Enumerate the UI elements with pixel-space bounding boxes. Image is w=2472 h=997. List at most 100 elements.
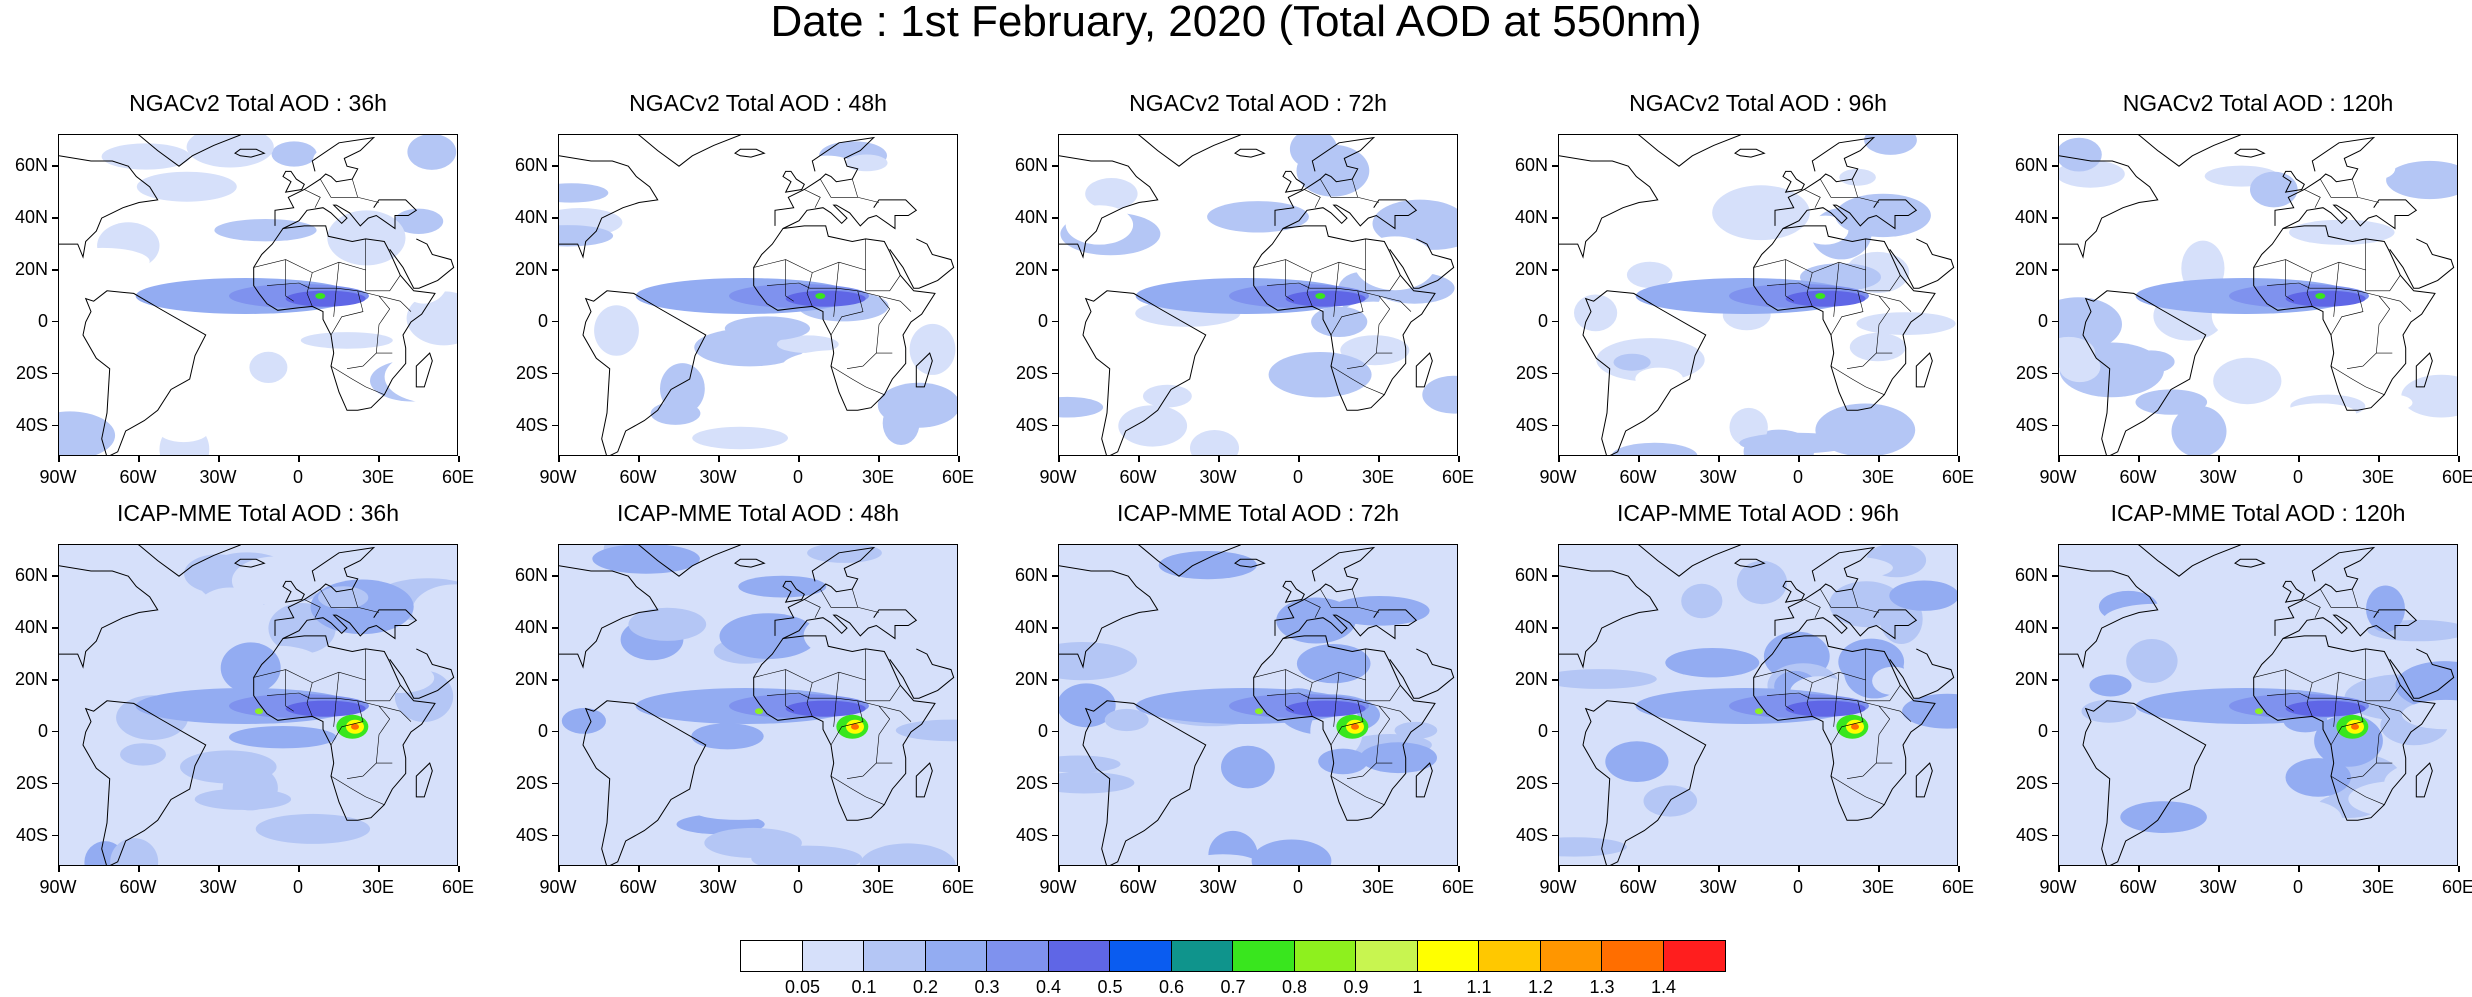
lat-tick: [1052, 269, 1058, 271]
lon-tick: [378, 456, 380, 462]
aod-shading: [2059, 545, 2457, 865]
aod-shading: [1059, 135, 1457, 455]
lon-tick: [298, 456, 300, 462]
coastlines: [2059, 135, 2455, 455]
lon-tick-label: 60E: [941, 877, 975, 897]
lat-tick-label: 40S: [2015, 414, 2048, 435]
aod-map: [558, 134, 958, 456]
lat-tick-label: 40S: [515, 824, 548, 845]
lon-tick: [1218, 456, 1220, 462]
lat-tick: [1552, 424, 1558, 427]
lon-tick: [1958, 456, 1960, 462]
colorbar-swatch: [1479, 941, 1541, 971]
map-panel: ICAP-MME Total AOD : 36h 60N 40N 20N 0 20S 40…: [15, 500, 474, 896]
lon-tick-label: 0: [1792, 467, 1804, 487]
aod-map-svg: [559, 545, 957, 865]
lon-tick: [138, 866, 140, 872]
aod-colorbar: [740, 940, 1726, 972]
panel-title: ICAP-MME Total AOD : 48h: [616, 500, 900, 526]
lat-tick-label: 40S: [1515, 414, 1548, 435]
aod-map-svg: [59, 545, 457, 865]
lat-tick-label: 40S: [1515, 824, 1548, 845]
lon-tick: [1718, 866, 1720, 872]
lon-tick: [798, 866, 800, 872]
lat-tick: [1052, 679, 1058, 681]
lon-tick: [638, 866, 640, 872]
lat-tick: [1552, 372, 1558, 375]
lat-tick-label: 40S: [1015, 824, 1048, 845]
coastlines: [59, 135, 455, 455]
lon-tick-label: 60W: [1619, 877, 1657, 897]
map-panel: ICAP-MME Total AOD : 48h 60N 40N 20N 0 20S 40…: [515, 500, 974, 896]
lat-tick-label: 40S: [2015, 824, 2048, 845]
lat-tick: [1052, 424, 1058, 427]
colorbar-label: 1: [1412, 977, 1423, 997]
lat-tick: [1552, 165, 1558, 167]
lon-tick-label: 90W: [1039, 467, 1077, 487]
lat-tick: [552, 730, 558, 733]
lat-tick: [1052, 217, 1058, 219]
lon-tick-label: 30E: [2361, 877, 2395, 897]
lat-tick-label: 0: [37, 310, 48, 331]
lon-tick: [458, 456, 460, 462]
lat-tick-label: 20S: [1515, 362, 1548, 383]
lat-tick: [552, 782, 558, 785]
lon-tick-label: 60W: [619, 877, 657, 897]
lat-tick: [552, 627, 558, 629]
lon-tick: [1218, 866, 1220, 872]
lon-tick-label: 60E: [2441, 467, 2472, 487]
lat-tick: [1552, 575, 1558, 577]
lat-tick: [2052, 165, 2058, 167]
coastlines: [559, 135, 955, 455]
aod-map: [1558, 544, 1958, 866]
lat-tick: [52, 269, 58, 271]
lon-tick-label: 60W: [1119, 877, 1157, 897]
lon-tick-label: 90W: [2039, 877, 2077, 897]
lon-tick-label: 0: [792, 467, 804, 487]
lon-tick: [58, 456, 60, 462]
lon-tick-label: 0: [292, 467, 304, 487]
aod-map: [1058, 544, 1458, 866]
lat-tick-label: 0: [2037, 310, 2048, 331]
aod-map: [58, 544, 458, 866]
lat-tick-label: 20N: [2014, 259, 2048, 280]
lon-tick: [1378, 456, 1380, 462]
lon-tick: [958, 456, 960, 462]
lat-tick-label: 20N: [1514, 669, 1548, 690]
lon-tick-label: 60E: [441, 877, 475, 897]
lon-tick: [1878, 456, 1880, 462]
lat-tick-label: 20S: [515, 362, 548, 383]
lon-tick: [718, 456, 720, 462]
lat-tick: [2052, 575, 2058, 577]
lat-tick: [1552, 782, 1558, 785]
lon-tick-label: 30W: [699, 877, 737, 897]
panel-title: ICAP-MME Total AOD : 72h: [1116, 500, 1400, 526]
lon-tick: [798, 456, 800, 462]
colorbar-label: 0.3: [974, 977, 1000, 997]
lat-tick-label: 20S: [1015, 362, 1048, 383]
lat-tick: [52, 320, 58, 323]
lon-tick: [1638, 456, 1640, 462]
lat-tick-label: 20N: [14, 259, 48, 280]
aod-map: [558, 544, 958, 866]
lat-tick-label: 20S: [2015, 362, 2048, 383]
lon-tick-label: 0: [2292, 467, 2304, 487]
lon-tick: [558, 866, 560, 872]
lon-tick: [2058, 866, 2060, 872]
lat-tick: [552, 834, 558, 837]
panel-title: ICAP-MME Total AOD : 96h: [1616, 500, 1900, 526]
colorbar-swatch: [1171, 941, 1233, 971]
lat-tick-label: 60N: [14, 565, 48, 586]
coastlines: [1559, 135, 1955, 455]
lon-tick-label: 90W: [539, 877, 577, 897]
figure-title: Date : 1st February, 2020 (Total AOD at …: [770, 0, 1702, 46]
panel-title: NGACv2 Total AOD : 48h: [629, 90, 887, 116]
lat-tick-label: 60N: [14, 155, 48, 176]
aod-shading: [561, 545, 957, 865]
lat-tick-label: 40S: [15, 824, 48, 845]
coastlines: [1559, 545, 1955, 865]
coastlines: [59, 545, 455, 865]
lat-tick: [552, 372, 558, 375]
lat-tick: [552, 320, 558, 323]
lat-tick-label: 60N: [2014, 155, 2048, 176]
